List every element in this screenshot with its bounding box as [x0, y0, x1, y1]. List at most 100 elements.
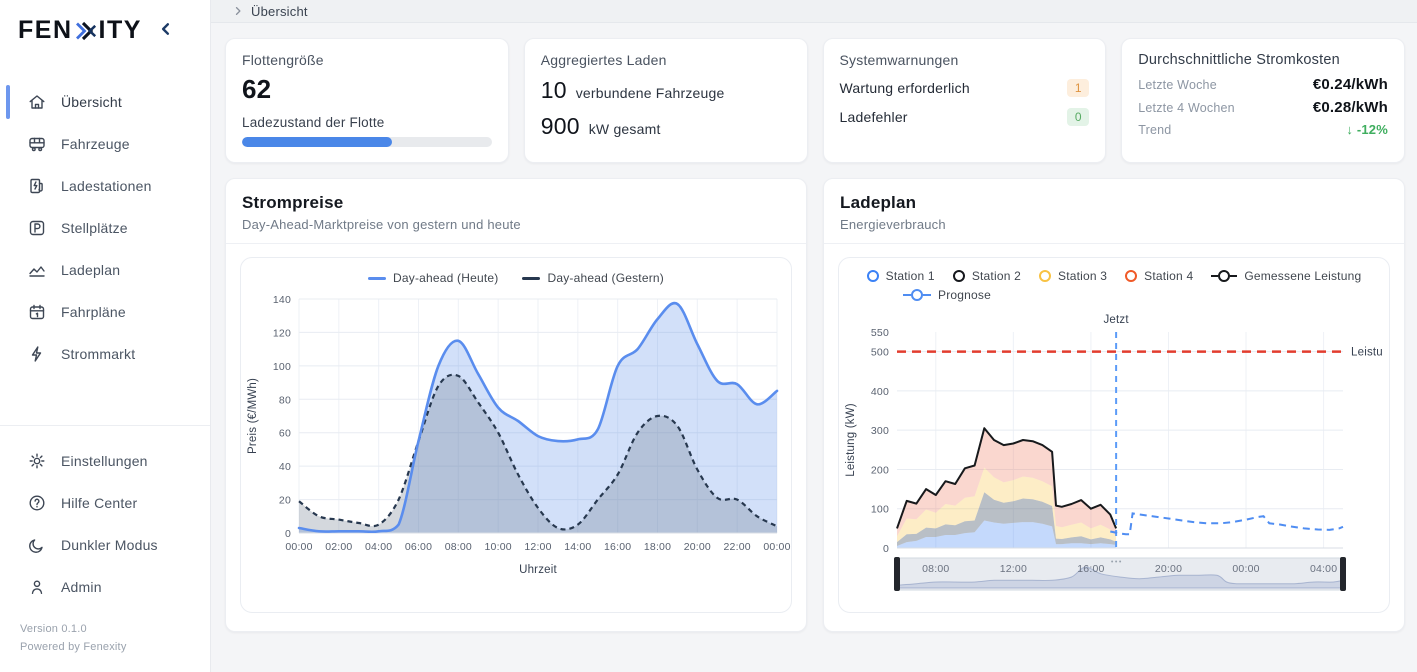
total-power-value: 900	[540, 113, 580, 139]
sidebar-item-label: Ladeplan	[61, 262, 121, 278]
collapse-sidebar-button[interactable]	[156, 19, 175, 42]
version-text: Version 0.1.0	[20, 623, 87, 635]
card-title: Systemwarnungen	[839, 52, 959, 68]
svg-text:00:00: 00:00	[285, 541, 312, 553]
strompreise-chart[interactable]: 00:00 02:00 04:00 06:00 08:00 10:00 12:00 14:00…	[241, 287, 791, 603]
fleet-size-card: Flottengröße 62 Ladezustand der Flotte	[225, 38, 509, 163]
logo-x-icon	[74, 18, 98, 44]
sidebar-item-dunkler-modus[interactable]: Dunkler Modus	[0, 524, 210, 566]
strompreise-header: Strompreise Day-Ahead-Marktpreise von ge…	[226, 179, 806, 244]
svg-text:40: 40	[279, 461, 291, 473]
legend-label: Station 2	[971, 269, 1021, 283]
last-4-weeks-label: Letzte 4 Wochen	[1138, 100, 1235, 115]
chart-title: Ladeplan	[840, 193, 917, 212]
sidebar-item-strommarkt[interactable]: Strommarkt	[0, 333, 210, 375]
ladeplan-chart[interactable]: 0 100 200 300 400 500 550 Leistu Jetzt 08:00 12:00…	[839, 304, 1389, 610]
svg-text:100: 100	[871, 504, 889, 516]
circle-marker-icon	[866, 270, 879, 282]
strompreise-card: Strompreise Day-Ahead-Marktpreise von ge…	[225, 178, 807, 632]
sidebar-nav: Übersicht Fahrzeuge Ladestationen	[0, 81, 210, 375]
svg-text:00:00: 00:00	[1232, 563, 1259, 575]
svg-text:22:00: 22:00	[724, 541, 751, 553]
svg-text:Leistu: Leistu	[1351, 347, 1383, 359]
sidebar-item-ladestationen[interactable]: Ladestationen	[0, 165, 210, 207]
svg-text:18:00: 18:00	[644, 541, 671, 553]
legend-item-gemessene-leistung[interactable]: Gemessene Leistung	[1211, 269, 1361, 283]
legend-item-station-1[interactable]: Station 1	[866, 269, 935, 283]
svg-text:Leistung (kW): Leistung (kW)	[845, 403, 857, 477]
sidebar-item-label: Dunkler Modus	[61, 537, 158, 553]
chart-subtitle: Day-Ahead-Marktpreise von gestern und he…	[242, 217, 521, 232]
line-marker-icon	[522, 276, 541, 280]
ladeplan-legend-row2: Prognose	[839, 283, 1389, 302]
main-content: Flottengröße 62 Ladezustand der Flotte A…	[210, 23, 1417, 672]
gear-icon	[27, 451, 47, 471]
version-block: Version 0.1.0 Powered by Fenexity	[0, 608, 210, 672]
svg-text:02:00: 02:00	[325, 541, 352, 553]
sidebar-item-fahrplaene[interactable]: Fahrpläne	[0, 291, 210, 333]
svg-text:20: 20	[279, 495, 291, 507]
sidebar-item-stellplaetze[interactable]: Stellplätze	[0, 207, 210, 249]
svg-text:60: 60	[279, 428, 291, 440]
maintenance-count-badge: 1	[1067, 79, 1090, 97]
legend-item-prognose[interactable]: Prognose	[903, 288, 991, 302]
ladeplan-panel: Station 1 Station 2 Station 3	[838, 257, 1390, 613]
legend-item-station-3[interactable]: Station 3	[1038, 269, 1107, 283]
chart-title: Strompreise	[242, 193, 344, 212]
logo-text-prefix: FEN	[18, 16, 73, 44]
legend-label: Day-ahead (Heute)	[393, 271, 499, 285]
trend-value: ↓ -12%	[1346, 122, 1388, 137]
logo-text-suffix: ITY	[98, 16, 142, 44]
svg-text:00:00: 00:00	[763, 541, 790, 553]
svg-text:20:00: 20:00	[684, 541, 711, 553]
dashed-line-circle-marker-icon	[903, 289, 931, 301]
charging-errors-row: Ladefehler 0	[840, 108, 1090, 126]
svg-text:20:00: 20:00	[1155, 563, 1182, 575]
fleet-soc-progressbar	[242, 137, 492, 147]
help-icon	[27, 493, 47, 513]
legend-item-station-4[interactable]: Station 4	[1125, 269, 1193, 283]
sidebar-item-admin[interactable]: Admin	[0, 566, 210, 608]
svg-text:Uhrzeit: Uhrzeit	[519, 564, 557, 576]
svg-text:120: 120	[273, 327, 291, 339]
svg-text:16:00: 16:00	[1077, 563, 1104, 575]
circle-marker-icon	[952, 270, 965, 282]
sidebar: FEN ITY	[0, 0, 211, 672]
powered-by-text: Powered by Fenexity	[20, 641, 127, 653]
legend-label: Station 4	[1144, 269, 1194, 283]
svg-text:06:00: 06:00	[405, 541, 432, 553]
svg-text:08:00: 08:00	[445, 541, 472, 553]
logo-row: FEN ITY	[0, 0, 210, 55]
svg-text:08:00: 08:00	[922, 563, 949, 575]
legend-item-heute[interactable]: Day-ahead (Heute)	[368, 271, 498, 285]
svg-text:12:00: 12:00	[524, 541, 551, 553]
charging-station-icon	[27, 176, 47, 196]
sidebar-item-einstellungen[interactable]: Einstellungen	[0, 440, 210, 482]
svg-text:16:00: 16:00	[604, 541, 631, 553]
svg-text:12:00: 12:00	[1000, 563, 1027, 575]
legend-item-gestern[interactable]: Day-ahead (Gestern)	[522, 271, 664, 285]
avg-costs-card: Durchschnittliche Stromkosten Letzte Woc…	[1121, 38, 1405, 163]
sidebar-item-uebersicht[interactable]: Übersicht	[0, 81, 210, 123]
last-4-weeks-row: Letzte 4 Wochen €0.28/kWh	[1138, 99, 1388, 116]
maintenance-row: Wartung erforderlich 1	[840, 79, 1090, 97]
ladeplan-header: Ladeplan Energieverbrauch	[824, 179, 1404, 244]
sidebar-item-ladeplan[interactable]: Ladeplan	[0, 249, 210, 291]
sidebar-item-fahrzeuge[interactable]: Fahrzeuge	[0, 123, 210, 165]
sidebar-item-hilfe-center[interactable]: Hilfe Center	[0, 482, 210, 524]
chart-subtitle: Energieverbrauch	[840, 217, 946, 232]
line-circle-marker-icon	[1211, 270, 1238, 282]
bolt-icon	[27, 344, 47, 364]
area-chart-icon	[27, 260, 47, 280]
line-marker-icon	[368, 276, 386, 280]
sidebar-item-label: Übersicht	[61, 94, 122, 110]
total-power-row: 900 kW gesamt	[541, 113, 791, 140]
parking-icon	[27, 218, 47, 238]
home-icon	[27, 92, 47, 112]
ladeplan-legend-row1: Station 1 Station 2 Station 3	[839, 258, 1389, 283]
svg-text:500: 500	[871, 347, 889, 359]
legend-item-station-2[interactable]: Station 2	[952, 269, 1021, 283]
svg-text:80: 80	[279, 394, 291, 406]
breadcrumb[interactable]: Übersicht	[251, 3, 308, 19]
